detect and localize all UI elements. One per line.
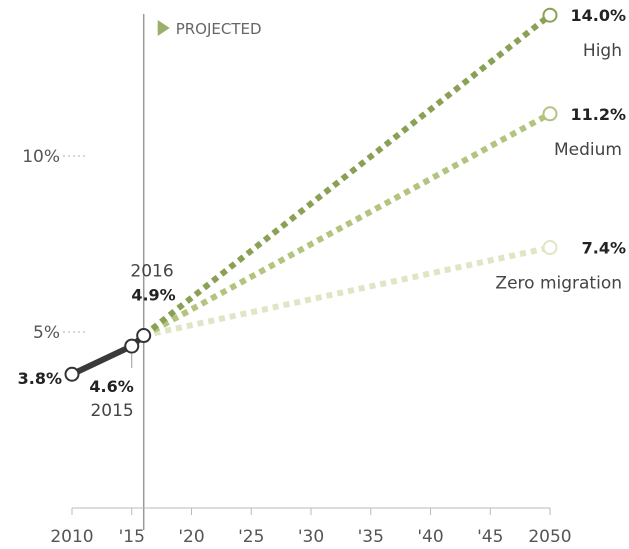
year-label-2015: 2015	[90, 401, 133, 421]
y-ticks: 5% 10%	[22, 147, 88, 343]
x-tick-label: '30	[298, 527, 324, 547]
end-marker-high	[542, 7, 558, 23]
x-tick-label: 2010	[50, 527, 93, 547]
projected-arrow-icon	[157, 20, 170, 36]
value-label-2015: 4.6%	[89, 377, 133, 396]
series-line-zero	[143, 244, 551, 339]
x-tick-label: '45	[477, 527, 503, 547]
x-tick-label: '20	[178, 527, 204, 547]
value-label-2016: 4.9%	[131, 286, 175, 305]
end-marker-medium	[542, 106, 558, 122]
projected-label: PROJECTED	[176, 20, 262, 38]
y-tick-label: 5%	[33, 323, 60, 343]
x-tick-label: '35	[358, 527, 384, 547]
x-tick-label: '40	[417, 527, 443, 547]
series-lines	[141, 12, 552, 339]
observed-marker	[124, 338, 140, 354]
end-value-label-high: 14.0%	[570, 6, 626, 25]
series-name-label-zero: Zero migration	[495, 274, 622, 294]
x-ticks: 2010 '15 '20 '25 '30 '35 '40 '45 2050	[50, 508, 572, 547]
observed-marker	[64, 366, 80, 382]
value-label-2010: 3.8%	[18, 369, 62, 388]
series-name-label-high: High	[583, 41, 622, 61]
end-marker-zero	[542, 240, 558, 256]
end-value-label-zero: 7.4%	[582, 239, 626, 258]
data-labels: 14.0% High 11.2% Medium 7.4% Zero migration 3.…	[18, 6, 626, 421]
series-name-label-medium: Medium	[554, 140, 622, 160]
series-line-medium	[142, 111, 552, 339]
end-value-label-medium: 11.2%	[570, 105, 626, 124]
y-tick-label: 10%	[22, 147, 60, 167]
x-tick-label: 2050	[528, 527, 571, 547]
year-label-2016: 2016	[130, 262, 173, 282]
markers	[64, 7, 558, 382]
series-line-high	[141, 12, 552, 338]
x-tick-label: '25	[238, 527, 264, 547]
x-tick-label: '15	[119, 527, 145, 547]
observed-marker	[136, 328, 152, 344]
